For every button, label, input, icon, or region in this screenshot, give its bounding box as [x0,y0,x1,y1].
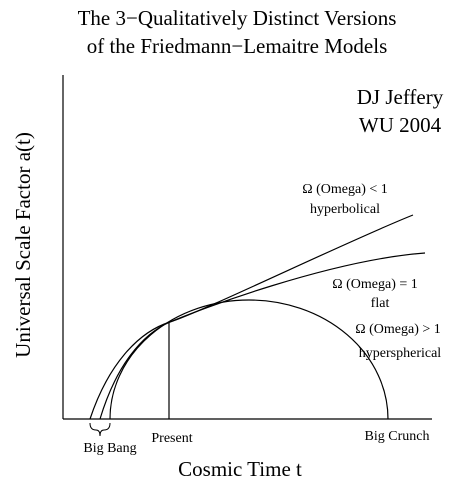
flat-curve [99,252,426,420]
credit: WU 2004 [359,113,442,137]
x-axis-label: Cosmic Time t [178,457,302,481]
big-bang-brace [89,422,111,437]
y-axis-label: Universal Scale Factor a(t) [11,132,35,358]
marker-label: Big Bang [83,441,136,456]
curve-kind: hyperspherical [359,346,442,361]
spherical-curve [109,299,389,420]
curve-label: Ω (Omega) < 1 [302,182,388,197]
title-line: The 3−Qualitatively Distinct Versions [78,6,397,30]
curve-kind: hyperbolical [310,202,380,217]
curve-label: Ω (Omega) > 1 [355,322,441,337]
title-line: of the Friedmann−Lemaitre Models [87,34,388,58]
credit: DJ Jeffery [357,85,444,109]
marker-label: Present [151,431,192,446]
marker-label: Big Crunch [365,429,430,444]
curve-kind: flat [371,296,390,311]
hyperbolic-curve [89,214,414,420]
curve-label: Ω (Omega) = 1 [332,277,418,292]
